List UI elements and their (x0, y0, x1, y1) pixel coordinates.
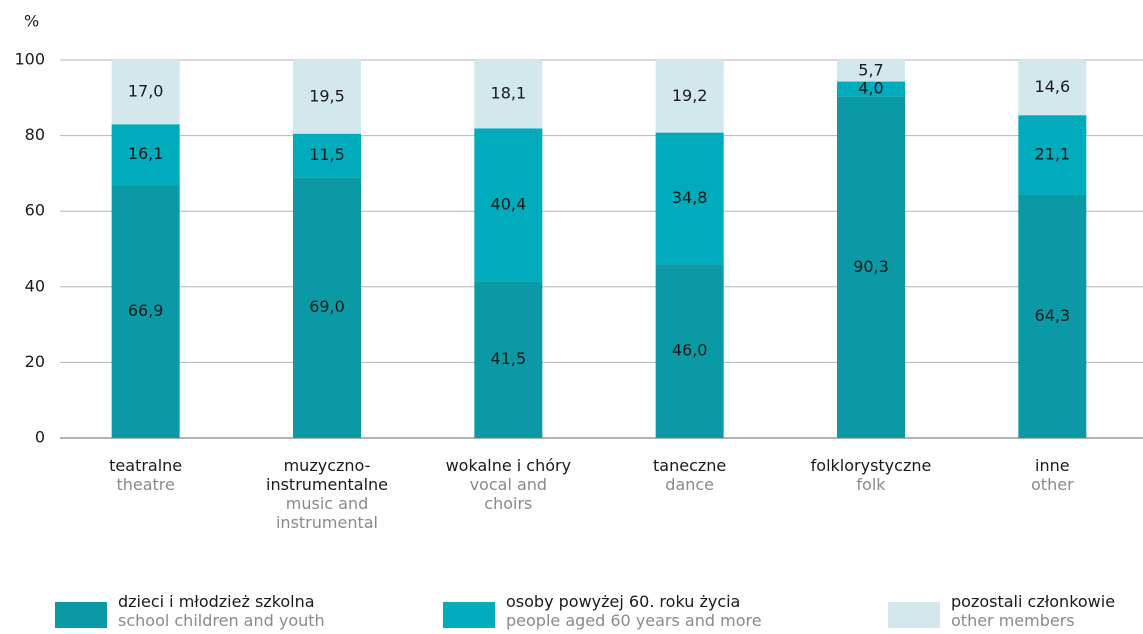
legend-translation: school children and youth (118, 611, 325, 630)
data-label: 11,5 (309, 145, 345, 164)
data-label: 5,7 (858, 60, 883, 79)
data-label: 41,5 (491, 349, 527, 368)
legend-name: dzieci i młodzież szkolna (118, 592, 315, 611)
data-label: 19,5 (309, 86, 345, 105)
data-label: 34,8 (672, 188, 708, 207)
data-label: 66,9 (128, 301, 164, 320)
category-translation: theatre (116, 475, 175, 494)
data-label: 46,0 (672, 341, 708, 360)
category-name: wokalne i chóry (445, 456, 572, 475)
legend-name: pozostali członkowie (951, 592, 1116, 611)
y-axis-label: % (24, 12, 39, 31)
data-label: 90,3 (853, 257, 889, 276)
legend-translation: other members (951, 611, 1075, 630)
bar-segment (837, 60, 905, 82)
category-name: teatralne (109, 456, 183, 475)
bar-segment (837, 81, 905, 97)
legend-swatch (55, 602, 107, 628)
y-tick-label: 40 (25, 276, 45, 295)
bar-segment (1018, 60, 1087, 116)
category-translation: folk (856, 475, 886, 494)
bar-segment (293, 133, 361, 178)
category-name: inne (1035, 456, 1070, 475)
category-name: muzyczno-instrumentalne (266, 456, 388, 494)
legend-entry: dzieci i młodzież szkolna school children… (118, 592, 325, 630)
bar-segment (111, 124, 180, 186)
x-tick-label: wokalne i chóry vocal and choirs (423, 456, 593, 513)
data-label: 19,2 (672, 86, 708, 105)
data-label: 16,1 (128, 144, 164, 163)
data-label: 40,4 (491, 194, 527, 213)
bar-segment (655, 264, 724, 438)
x-tick-label: muzyczno-instrumentalne music and instrum… (242, 456, 412, 532)
x-tick-label: inne other (967, 456, 1137, 494)
bar-segment (655, 132, 724, 265)
y-tick-label: 60 (25, 201, 45, 220)
bar-segment (837, 96, 905, 438)
y-tick-label: 0 (35, 428, 45, 447)
bar-segment (474, 128, 543, 282)
data-label: 21,1 (1035, 145, 1071, 164)
x-tick-label: folklorystyczne folk (786, 456, 956, 494)
bar-segment (1018, 115, 1087, 195)
bar-segment (655, 60, 724, 133)
bar-segment (293, 60, 361, 134)
legend-entry: pozostali członkowie other members (951, 592, 1115, 630)
x-tick-label: teatralne theatre (61, 456, 231, 494)
bar-segment (293, 177, 361, 438)
bar-segment (111, 185, 180, 438)
data-label: 64,3 (1035, 306, 1071, 325)
category-translation: vocal and choirs (469, 475, 548, 513)
legend-swatch (888, 602, 940, 628)
legend-entry: osoby powyżej 60. roku życia people aged … (506, 592, 762, 630)
bar-segment (1018, 194, 1087, 438)
legend-translation: people aged 60 years and more (506, 611, 762, 630)
category-name: folklorystyczne (810, 456, 932, 475)
legend-swatch (443, 602, 495, 628)
data-label: 17,0 (128, 82, 164, 101)
data-label: 14,6 (1035, 77, 1071, 96)
y-tick-label: 20 (25, 352, 45, 371)
bar-segment (474, 281, 543, 438)
category-translation: dance (665, 475, 715, 494)
category-translation: other (1031, 475, 1074, 494)
data-label: 69,0 (309, 297, 345, 316)
y-tick-label: 100 (14, 50, 45, 69)
legend-name: osoby powyżej 60. roku życia (506, 592, 741, 611)
y-tick-label: 80 (25, 125, 45, 144)
bar-segment (474, 60, 543, 129)
category-name: taneczne (653, 456, 727, 475)
x-tick-label: taneczne dance (605, 456, 775, 494)
category-translation: music and instrumental (275, 494, 378, 532)
data-label: 18,1 (491, 84, 527, 103)
bar-segment (111, 60, 180, 125)
data-label: 4,0 (858, 79, 883, 98)
